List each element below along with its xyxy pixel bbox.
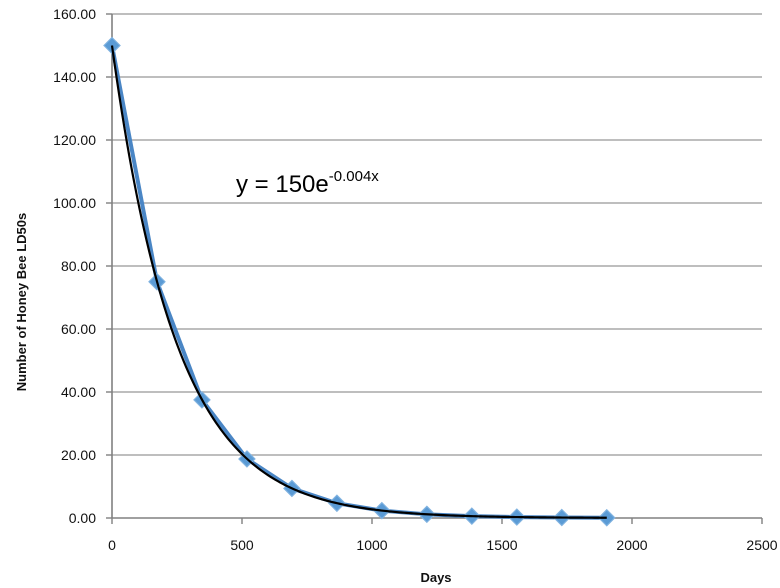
equation-label: y = 150e-0.004x (236, 168, 379, 198)
x-tick-label: 2000 (616, 537, 647, 553)
y-tick-label: 20.00 (61, 447, 96, 463)
axes (106, 13, 763, 524)
y-tick-label: 60.00 (61, 321, 96, 337)
x-tick-labels: 0 500 1000 1500 2000 2500 (108, 537, 778, 553)
x-tick-label: 0 (108, 537, 116, 553)
series-line (110, 45, 607, 520)
y-tick-label: 140.00 (53, 69, 96, 85)
y-tick-label: 160.00 (53, 6, 96, 22)
trendline (110, 45, 607, 519)
data-point-marker (597, 508, 616, 527)
data-series (103, 36, 616, 527)
x-tick-label: 1000 (356, 537, 387, 553)
y-tick-label: 120.00 (53, 132, 96, 148)
y-tick-label: 80.00 (61, 258, 96, 274)
equation-prefix: y = 150e (236, 171, 329, 198)
trendline-curve (110, 45, 607, 519)
y-tick-label: 40.00 (61, 384, 96, 400)
x-tick-label: 2500 (746, 537, 777, 553)
y-tick-label: 0.00 (69, 510, 96, 526)
gridlines (112, 13, 762, 456)
y-tick-labels: 0.00 20.00 40.00 60.00 80.00 100.00 120.00 140.… (53, 6, 96, 526)
x-tick-label: 500 (230, 537, 254, 553)
equation-exponent: -0.004x (329, 168, 380, 185)
x-axis-title: Days (420, 570, 451, 585)
x-tick-label: 1500 (486, 537, 517, 553)
y-axis-title: Number of Honey Bee LD50s (14, 213, 29, 391)
y-tick-label: 100.00 (53, 195, 96, 211)
